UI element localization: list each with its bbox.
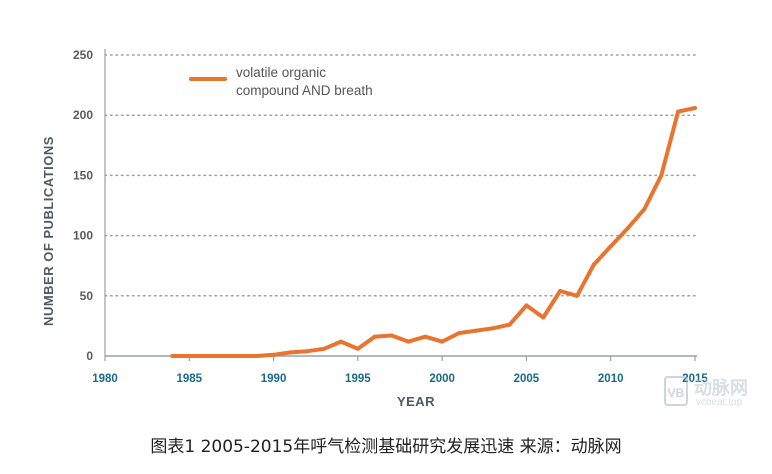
series-line-0: [170, 106, 697, 358]
data-point-1991: [288, 350, 293, 355]
x-tick-label-1995: 1995: [345, 373, 371, 385]
data-point-1994: [339, 339, 343, 344]
data-point-2003: [490, 326, 495, 331]
legend: volatile organic compound AND breath: [189, 65, 373, 98]
data-point-2010: [608, 244, 613, 249]
data-point-1988: [237, 354, 242, 358]
data-point-2008: [575, 293, 579, 298]
grid-lines: [104, 54, 696, 297]
data-point-2001: [457, 331, 461, 336]
watermark-url: vcbeat.top: [696, 397, 743, 408]
data-point-1987: [221, 354, 225, 358]
x-tick-label-1985: 1985: [176, 373, 202, 385]
watermark: VB 动脉网 vcbeat.top: [664, 372, 764, 412]
data-point-1993: [322, 346, 327, 351]
y-tick-label-0: 0: [86, 349, 93, 363]
legend-label-line-1: volatile organic: [236, 65, 326, 80]
y-tick-label-100: 100: [73, 229, 93, 243]
watermark-logo: VB: [664, 376, 688, 406]
data-point-2006: [541, 315, 546, 320]
data-point-2000: [440, 339, 445, 344]
x-tick-label-2015: 2015: [682, 373, 708, 385]
data-point-1997: [389, 333, 394, 338]
data-point-2015: [693, 106, 697, 110]
data-point-2012: [642, 207, 647, 212]
data-point-1992: [305, 349, 310, 354]
x-tick-labels: 1980 1985 1990 1995 2000 2005 2010 2015: [92, 356, 708, 385]
y-tick-label-200: 200: [73, 108, 93, 122]
data-point-2007: [558, 289, 563, 293]
data-point-1998: [406, 339, 411, 344]
data-point-1986: [204, 354, 209, 358]
data-point-1990: [271, 352, 276, 357]
y-tick-labels: 0 50 100 150 200 250: [73, 48, 93, 363]
y-axis-title: NUMBER OF PUBLICATIONS: [41, 136, 56, 326]
watermark-name: 动脉网: [694, 378, 748, 399]
data-point-2011: [625, 226, 630, 231]
axes: [104, 49, 697, 357]
data-point-1995: [355, 346, 360, 351]
x-tick-label-2010: 2010: [598, 373, 624, 385]
data-point-1984: [170, 354, 175, 358]
data-point-1985: [187, 354, 192, 358]
y-tick-label-150: 150: [73, 168, 93, 182]
x-axis-title: YEAR: [397, 394, 435, 409]
y-tick-label-250: 250: [73, 48, 93, 62]
data-point-1989: [254, 354, 259, 358]
data-point-1999: [423, 334, 428, 339]
data-point-2014: [676, 109, 681, 114]
publications-line-chart: 0 50 100 150 200 250 1980 1985 1990 1995 2000 2005…: [41, 48, 708, 409]
data-point-2004: [507, 322, 512, 327]
x-tick-label-2000: 2000: [429, 373, 455, 385]
series-group: [170, 106, 697, 358]
figure-caption: 图表1 2005-2015年呼气检测基础研究发展迅速 来源：动脉网: [150, 437, 622, 457]
x-tick-label-2005: 2005: [514, 373, 540, 385]
y-tick-label-50: 50: [80, 289, 94, 303]
data-point-2002: [473, 328, 478, 333]
data-point-2005: [524, 303, 529, 308]
legend-label-line-2: compound AND breath: [236, 83, 373, 98]
data-point-2009: [591, 262, 596, 267]
data-point-1996: [372, 334, 377, 339]
x-tick-label-1990: 1990: [261, 373, 287, 385]
data-point-2013: [659, 173, 664, 178]
x-tick-label-1980: 1980: [92, 373, 118, 385]
